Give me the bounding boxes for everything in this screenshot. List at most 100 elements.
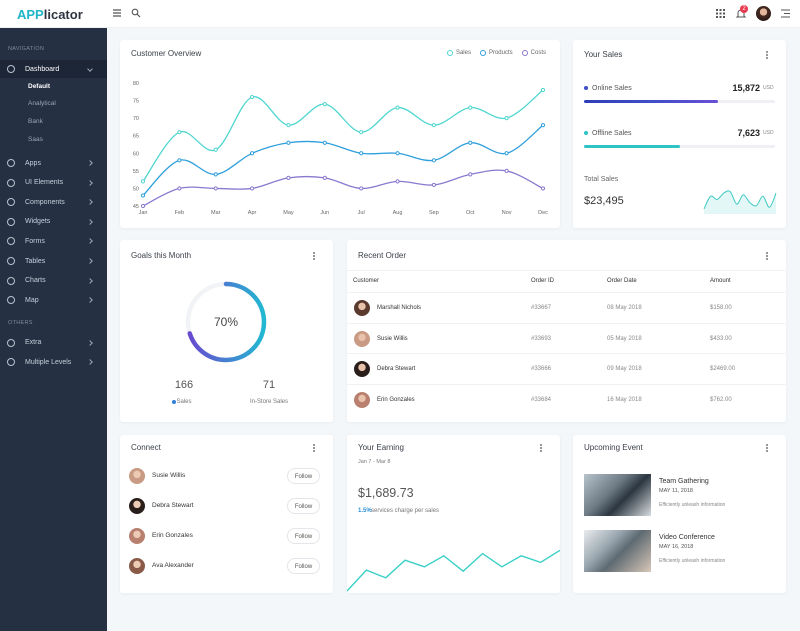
series-line [142, 169, 544, 207]
nav-item[interactable]: Charts [25, 277, 46, 285]
nav-item[interactable]: Forms [25, 237, 45, 245]
nav-item[interactable]: Apps [25, 159, 41, 167]
nav-chevron [87, 339, 93, 346]
table-cell: 16 May 2018 [607, 396, 642, 403]
card-title: Connect [131, 443, 161, 452]
nav-icon [7, 276, 15, 285]
sales-unit: USD [763, 130, 774, 136]
more-options[interactable] [313, 447, 315, 449]
follow-button[interactable]: Follow [287, 528, 320, 544]
progress-track [584, 145, 775, 148]
logo[interactable]: APPlicator [17, 8, 83, 21]
earning-amount: $1,689.73 [358, 485, 414, 500]
nav-item[interactable]: Tables [25, 257, 46, 265]
x-tick-label: Jan [139, 210, 148, 216]
person-name: Ava Alexander [152, 561, 194, 569]
sidebar: NAVIGATION Dashboard Default Analytical Bank… [0, 28, 107, 631]
customer-name: Erin Gonzales [377, 396, 415, 403]
stat-label: In-Store Sales [249, 399, 289, 405]
series-point [395, 179, 400, 184]
menu-toggle[interactable] [112, 8, 122, 18]
more-options[interactable] [766, 255, 768, 257]
series-point [286, 123, 291, 128]
table-cell: #33667 [531, 305, 552, 311]
table-cell: 09 May 2018 [607, 366, 642, 373]
x-tick-label: Jun [320, 210, 329, 216]
nav-subitem[interactable]: Saas [28, 135, 43, 143]
section-title: NAVIGATION [8, 46, 45, 53]
event-image [584, 474, 651, 516]
table-header: Amount [710, 278, 731, 284]
series-point [359, 151, 364, 156]
series-point [177, 158, 182, 163]
y-tick-label: 50 [133, 186, 139, 192]
sales-amount: 15,872 [732, 82, 760, 93]
series-point [249, 151, 255, 156]
more-options[interactable] [313, 255, 315, 257]
series-point [540, 123, 546, 128]
nav-chevron [87, 359, 93, 366]
nav-item-active-bg [0, 60, 107, 78]
nav-chevron [87, 179, 93, 186]
nav-item[interactable]: Extra [25, 339, 42, 347]
nav-icon [7, 65, 15, 73]
more-options[interactable] [766, 447, 768, 449]
series-point [177, 186, 182, 191]
nav-item[interactable]: Widgets [25, 218, 51, 226]
settings-menu-icon[interactable] [781, 9, 790, 18]
series-point [540, 87, 546, 93]
more-options[interactable] [766, 54, 768, 56]
notification-badge: 2 [740, 5, 748, 13]
card-title: Goals this Month [131, 251, 192, 260]
nav-subitem[interactable]: Bank [28, 117, 43, 125]
nav-subitem[interactable]: Default [28, 82, 51, 90]
series-point [249, 186, 255, 191]
x-tick-label: Apr [248, 210, 257, 216]
stat-value: 166 [174, 379, 194, 391]
nav-icon [7, 178, 15, 187]
donut-label: 70% [213, 315, 239, 329]
x-tick-label: Oct [466, 210, 475, 216]
nav-item[interactable]: Components [25, 198, 65, 206]
period: Jan 7 - Mar 8 [358, 459, 391, 466]
row-divider [347, 292, 786, 293]
series-point [468, 140, 473, 145]
series-point [359, 186, 364, 191]
nav-icon [7, 338, 15, 347]
sales-sparkline [703, 190, 777, 214]
follow-button[interactable]: Follow [287, 558, 320, 574]
nav-subitem[interactable]: Analytical [28, 100, 56, 108]
nav-item[interactable]: Dashboard [25, 65, 60, 73]
nav-item[interactable]: Map [25, 296, 39, 304]
y-tick-label: 65 [133, 134, 139, 140]
search-icon[interactable] [131, 8, 141, 18]
person-avatar [129, 498, 145, 514]
logo-accent: APP [17, 7, 44, 22]
goals-card: Goals this Month 70% 166 Sales 71 In-Store Sa… [120, 240, 333, 422]
follow-button[interactable]: Follow [287, 468, 320, 484]
nav-item[interactable]: Multiple Levels [25, 358, 72, 366]
earning-sparkline [347, 549, 560, 592]
table-header: Order ID [531, 278, 555, 284]
card-title: Your Earning [358, 443, 404, 452]
follow-button[interactable]: Follow [287, 498, 320, 514]
x-tick-label: Dec [538, 210, 548, 216]
x-tick-label: Aug [393, 210, 403, 216]
nav-item[interactable]: UI Elements [25, 179, 64, 187]
nav-icon [7, 257, 15, 265]
more-options[interactable] [540, 447, 542, 449]
series-point [213, 186, 218, 191]
event-name: Team Gathering [659, 477, 709, 485]
rate: 1.5% [358, 508, 372, 514]
series-point [504, 116, 509, 121]
customer-name: Susie Willis [377, 335, 408, 342]
table-cell: #33693 [531, 335, 552, 342]
user-avatar[interactable] [756, 6, 771, 21]
apps-icon[interactable] [716, 9, 725, 18]
section-title: OTHERS [8, 320, 33, 327]
series-point [213, 147, 218, 152]
top-bar: APPlicator 2 [0, 0, 800, 28]
row-divider [347, 383, 786, 385]
status-dot [172, 400, 176, 404]
